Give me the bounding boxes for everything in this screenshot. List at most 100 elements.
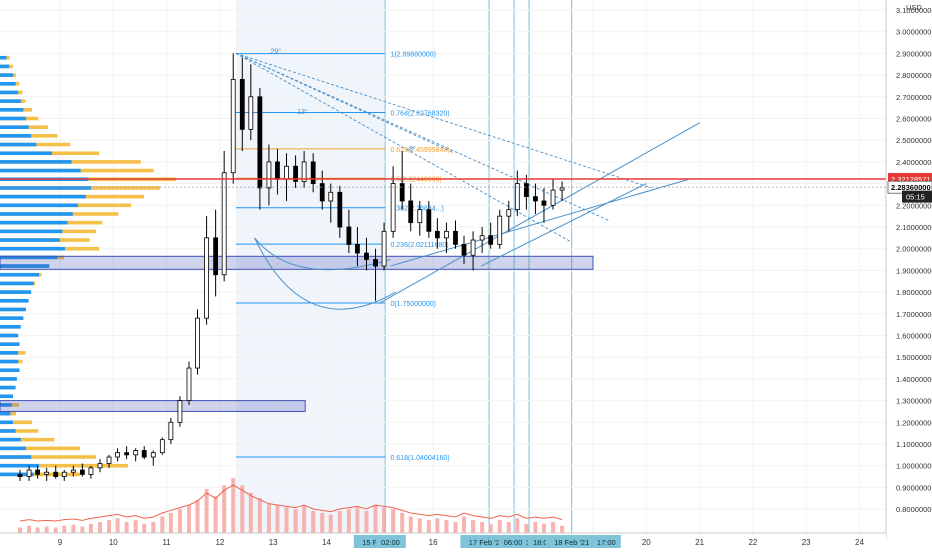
volume-bar: [257, 498, 262, 533]
time-highlight-bg: [545, 535, 598, 548]
volume-profile-bar-up: [0, 351, 19, 355]
price-tick-label: 2.60000000: [896, 115, 932, 124]
candle-body: [150, 452, 156, 458]
candle-body: [373, 259, 378, 267]
time-highlight-label: 17:00: [597, 538, 616, 547]
candle-body: [550, 189, 556, 206]
volume-bar: [328, 514, 333, 533]
price-tick-label: 2.50000000: [896, 136, 932, 145]
volume-bar: [497, 520, 502, 533]
price-tick-label: 1.10000000: [896, 440, 932, 449]
arc-curve: [254, 237, 391, 271]
candle-body: [115, 452, 120, 458]
price-tick-label: 2.20000000: [896, 201, 932, 210]
volume-bar: [213, 496, 218, 533]
volume-bar: [177, 509, 182, 533]
volume-profile-bar-up: [0, 411, 11, 416]
time-tick-label: 10: [109, 538, 118, 547]
candle-body: [479, 235, 485, 241]
volume-profile-bar-up: [0, 246, 65, 251]
volume-bar: [107, 520, 112, 533]
volume-bar: [462, 516, 467, 533]
candle-body: [213, 237, 219, 276]
price-axis[interactable]: USD 3.10000000 3.00000000 2.90000000 2.8000…: [885, 0, 932, 550]
volume-profile-bar-up: [0, 377, 17, 381]
price-tick-label: 0.90000000: [896, 483, 932, 492]
time-axis[interactable]: 910111213141619202122232415 Feb '2102:00…: [0, 532, 886, 550]
support-zone-lower: [0, 400, 306, 412]
time-axis-bg: [0, 533, 886, 550]
volume-bar: [142, 523, 147, 533]
volume-profile-bar-down: [0, 446, 80, 451]
volume-bar: [453, 522, 458, 533]
trend-line: [379, 122, 700, 304]
volume-profile-bar-up: [0, 325, 21, 329]
candle-body: [444, 230, 449, 239]
volume-profile-bar-up: [0, 186, 91, 190]
volume-bar: [53, 527, 58, 533]
fib-level-label: 0.618(1.04004160): [390, 455, 449, 462]
candle-body: [88, 467, 94, 475]
volume-profile-bar-down: [0, 463, 128, 468]
time-tick-label: 21: [695, 538, 704, 547]
volume-profile-bar-up: [0, 446, 26, 451]
volume-bar: [400, 512, 405, 533]
time-tick-label: 24: [855, 538, 864, 547]
support-zone: [0, 255, 594, 270]
volume-profile-bar-up: [0, 437, 21, 442]
volume-profile-bar-up: [0, 73, 13, 77]
currency-label: USD: [906, 3, 922, 12]
fan-angle-label: 13°: [297, 108, 308, 116]
countdown-tag: 05:15: [906, 193, 925, 202]
volume-bar: [515, 518, 520, 533]
time-highlight-bg: [591, 535, 621, 548]
candle-body: [239, 79, 245, 130]
price-tick-label: 1.80000000: [896, 288, 932, 297]
candle-body: [168, 421, 174, 441]
volume-bar: [248, 492, 253, 533]
candle-body: [461, 243, 467, 256]
volume-profile-bar-up: [0, 472, 34, 477]
volume-bar: [435, 518, 440, 533]
volume-profile-bar-up: [0, 134, 32, 138]
fan-line: [235, 52, 652, 189]
volume-bar: [71, 524, 76, 533]
time-tick-label: 16: [429, 538, 438, 547]
volume-bar: [506, 522, 511, 533]
time-tick-label: 11: [162, 538, 171, 547]
candle-body: [364, 252, 369, 260]
volume-profile-bar-up: [0, 194, 86, 199]
volume-profile-bar-up: [0, 316, 24, 320]
candle-body: [488, 235, 494, 245]
price-tick-label: 1.30000000: [896, 397, 932, 406]
candle-body: [293, 165, 298, 182]
price-tick-label: 2.00000000: [896, 245, 932, 254]
price-tick-label: 0.80000000: [896, 505, 932, 514]
volume-profile-bar-up: [0, 359, 19, 364]
fan-line: [235, 52, 610, 221]
candle-body: [346, 226, 352, 245]
volume-profile-bar-up: [0, 238, 60, 242]
price-tick-label: 2.80000000: [896, 71, 932, 80]
time-highlight-bg: [375, 535, 405, 548]
volume-profile-bar-up: [0, 272, 39, 277]
price-tag-last: 2.28360000: [891, 183, 931, 192]
volume-profile-bar-up: [0, 394, 13, 399]
volume-profile-bar-up: [0, 151, 52, 156]
fan-line: [235, 53, 572, 243]
candle-body: [328, 191, 334, 202]
time-tick-label: 13: [269, 538, 278, 547]
fan-angle-label: 8°: [409, 145, 416, 153]
fib-level-label: 0.764(2.62768320): [390, 110, 449, 117]
candle-body: [26, 469, 32, 477]
volume-bar: [18, 527, 23, 533]
time-tick-label: 12: [215, 538, 224, 547]
volume-bar: [168, 512, 173, 533]
volume-bar: [266, 503, 271, 533]
volume-profile-bar-up: [0, 168, 81, 173]
volume-bar: [364, 511, 369, 533]
volume-bar: [444, 520, 449, 533]
fan-angle-label: 29°: [271, 47, 282, 55]
